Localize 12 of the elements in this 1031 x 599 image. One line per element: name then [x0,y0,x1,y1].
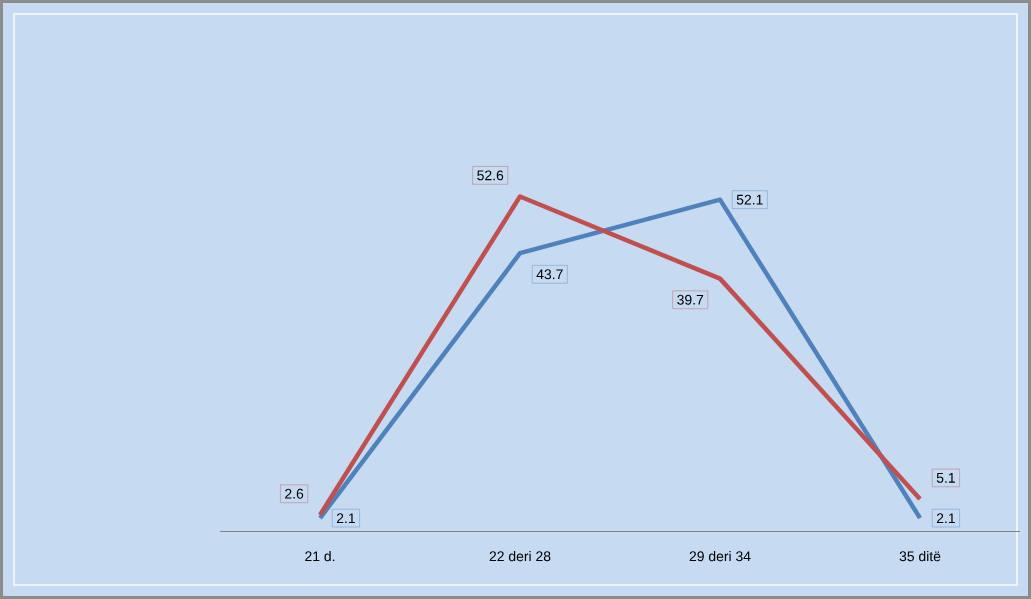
data-label: 43.7 [536,269,563,280]
data-label: 39.7 [677,294,704,305]
x-tick-label: 21 d. [305,550,335,562]
x-tick-label: 29 deri 34 [689,550,751,562]
data-label: 52.1 [736,194,763,205]
data-label: 52.6 [477,170,504,181]
data-label: 5.1 [936,473,955,483]
data-label: 2.1 [936,513,955,523]
data-label: 2.1 [336,513,355,523]
x-tick-label: 22 deri 28 [489,550,551,562]
x-tick-label: 35 ditë [899,550,941,562]
data-label: 2.6 [285,488,304,499]
